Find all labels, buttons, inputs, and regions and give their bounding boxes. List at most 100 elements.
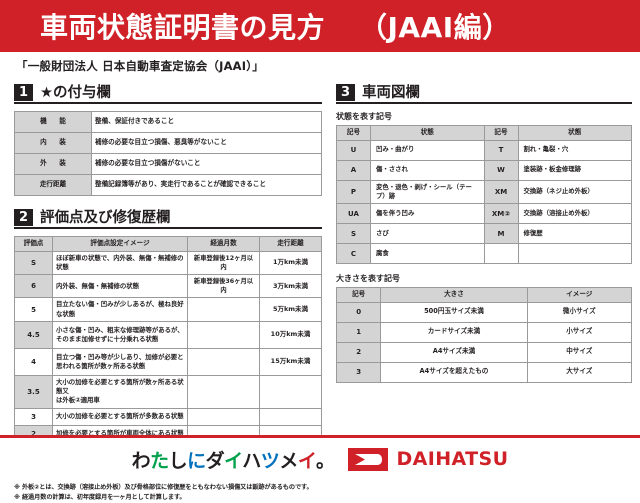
state-symbol: W: [483, 159, 519, 181]
state-description: 変色・退色・剥げ・シール（テープ）跡: [370, 179, 485, 205]
grade-description: 大小の加修を必要とする箇所が多数ある状態: [52, 407, 188, 426]
state-symbol-empty: [483, 243, 519, 265]
table-header-row: 記号 状態 記号 状態: [336, 125, 632, 141]
section-2-heading: 2 評価点及び修復歴欄: [14, 209, 322, 229]
row-text: 整備記録簿等があり、実走行であることが確認できること: [91, 174, 322, 196]
state-description-empty: [517, 243, 632, 265]
state-description: 傷を伴う凹み: [370, 203, 485, 225]
page-title: 車両状態証明書の見方 （JAAI編）: [40, 6, 511, 46]
row-text: 整備、保証付きであること: [91, 111, 322, 133]
page-footer: わたしにダイハツメイ。 DAIHATSU: [0, 435, 640, 480]
table-row: 3 大小の加修を必要とする箇所が多数ある状態: [14, 407, 322, 426]
column-header-size-image: イメージ: [526, 287, 633, 303]
daihatsu-wordmark: DAIHATSU: [396, 448, 509, 470]
size-symbol: 2: [335, 341, 382, 363]
state-symbol: M: [483, 223, 519, 245]
grade-mileage: [259, 407, 322, 426]
tagline-char: イ: [224, 449, 243, 472]
row-label: 走行距離: [14, 174, 92, 196]
grade-months: 新車登録後12ヶ月以内: [187, 250, 260, 276]
state-symbol: C: [336, 243, 371, 265]
grade-mileage: 10万km未満: [259, 320, 322, 349]
tagline-char: 。: [315, 449, 335, 472]
tagline-char: ダ: [205, 449, 225, 472]
star-criteria-table: 機 能 整備、保証付きであること 内 装 補修の必要な目立つ損傷、悪臭等がないこ…: [14, 111, 322, 196]
organization-line: 「一般財団法人 日本自動車査定協会（JAAI）」: [16, 59, 264, 73]
column-header-symbol-right: 記号: [483, 125, 519, 141]
table-row: 2 A4サイズ未満 中サイズ: [335, 341, 633, 363]
daihatsu-tagline: わたしにダイハツメイ。: [132, 446, 335, 473]
column-header-size-symbol: 記号: [335, 287, 382, 303]
state-symbol: XM②: [483, 203, 519, 225]
size-image-label: 中サイズ: [526, 341, 633, 363]
grade-point: 6: [14, 274, 53, 299]
state-description: 塗装跡・板金修理跡: [517, 159, 632, 181]
table-row: 外 装 補修の必要な目立つ損傷がないこと: [14, 153, 322, 175]
grade-mileage: 3万km未満: [259, 274, 322, 299]
size-image-label: 小サイズ: [526, 321, 633, 343]
tagline-char: イ: [297, 449, 317, 472]
size-symbols-subheading: 大きさを表す記号: [336, 274, 400, 284]
page-title-sub: （JAAI編）: [359, 11, 511, 44]
state-symbol: XM: [483, 179, 519, 205]
column-header-size: 大きさ: [380, 287, 528, 303]
grade-mileage: 15万km未満: [259, 347, 322, 376]
note-line: ※ 外板②とは、交換跡（溶接止め外板）及び骨格部位に修復歴をともなわない損傷又は…: [14, 483, 313, 491]
table-row: 6 内外装、無傷・無補修の状態 新車登録後36ヶ月以内 3万km未満: [14, 274, 322, 299]
size-description: 500円玉サイズ未満: [380, 301, 528, 323]
grade-mileage: 5万km未満: [259, 297, 322, 322]
size-description: A4サイズを超えたもの: [380, 361, 528, 383]
row-label: 外 装: [14, 153, 92, 175]
tagline-char: た: [150, 449, 169, 472]
table-header-row: 記号 大きさ イメージ: [335, 287, 633, 303]
size-image-label: 微小サイズ: [526, 301, 633, 323]
column-header-point: 評価点: [14, 236, 53, 252]
section-1-number: 1: [14, 84, 33, 101]
column-header-mileage: 走行距離: [259, 236, 322, 252]
grade-point: S: [14, 250, 53, 276]
grade-mileage: 1万km未満: [259, 250, 322, 276]
column-header-state-left: 状態: [370, 125, 485, 141]
size-image-label: 大サイズ: [526, 361, 633, 383]
grade-months: [187, 320, 260, 349]
state-description: 凹み・曲がり: [370, 139, 485, 161]
tagline-char: ハ: [242, 449, 261, 472]
table-row: S さび M 修復歴: [336, 223, 632, 245]
page-title-main: 車両状態証明書の見方: [40, 11, 326, 44]
table-row: C 腐食: [336, 243, 632, 265]
state-symbol: P: [336, 179, 371, 205]
column-header-months: 経過月数: [187, 236, 260, 252]
grade-point: 4.5: [14, 320, 53, 349]
grade-months: [187, 297, 260, 322]
grade-months: [187, 347, 260, 376]
table-row: 0 500円玉サイズ未満 微小サイズ: [335, 301, 633, 323]
state-symbol: A: [336, 159, 371, 181]
size-symbol: 3: [335, 361, 382, 383]
column-header-symbol-left: 記号: [336, 125, 371, 141]
section-2-number: 2: [14, 209, 33, 226]
tagline-char: し: [168, 449, 188, 472]
tagline-char: に: [187, 449, 206, 472]
grade-point: 3: [14, 407, 53, 426]
row-text: 補修の必要な目立つ損傷、悪臭等がないこと: [91, 132, 322, 154]
grade-months: 新車登録後36ヶ月以内: [187, 274, 260, 299]
row-label: 機 能: [14, 111, 92, 133]
section-2-notes: ※ 外板②とは、交換跡（溶接止め外板）及び骨格部位に修復歴をともなわない損傷又は…: [14, 483, 322, 503]
state-description: さび: [370, 223, 485, 245]
state-symbols-subheading: 状態を表す記号: [336, 112, 392, 121]
column-header-description: 評価点設定イメージ: [52, 236, 188, 252]
grade-description: 大小の加修を必要とする箇所が数ヶ所ある状態又 は外板②適用車: [52, 374, 188, 409]
section-3-number: 3: [336, 84, 355, 101]
section-3-title: 車両図欄: [362, 85, 420, 101]
state-symbol: T: [483, 139, 519, 161]
state-symbol: UA: [336, 203, 371, 225]
grade-months: [187, 374, 260, 409]
state-description: 修復歴: [517, 223, 632, 245]
section-1-title: ★の付与欄: [40, 85, 111, 101]
state-description: 割れ・亀裂・穴: [517, 139, 632, 161]
table-row: U 凹み・曲がり T 割れ・亀裂・穴: [336, 139, 632, 161]
grade-point: 4: [14, 347, 53, 376]
table-row: 3.5 大小の加修を必要とする箇所が数ヶ所ある状態又 は外板②適用車: [14, 374, 322, 409]
size-description: カードサイズ未満: [380, 321, 528, 343]
state-description: 交換跡（ネジ止め外板）: [517, 179, 632, 205]
